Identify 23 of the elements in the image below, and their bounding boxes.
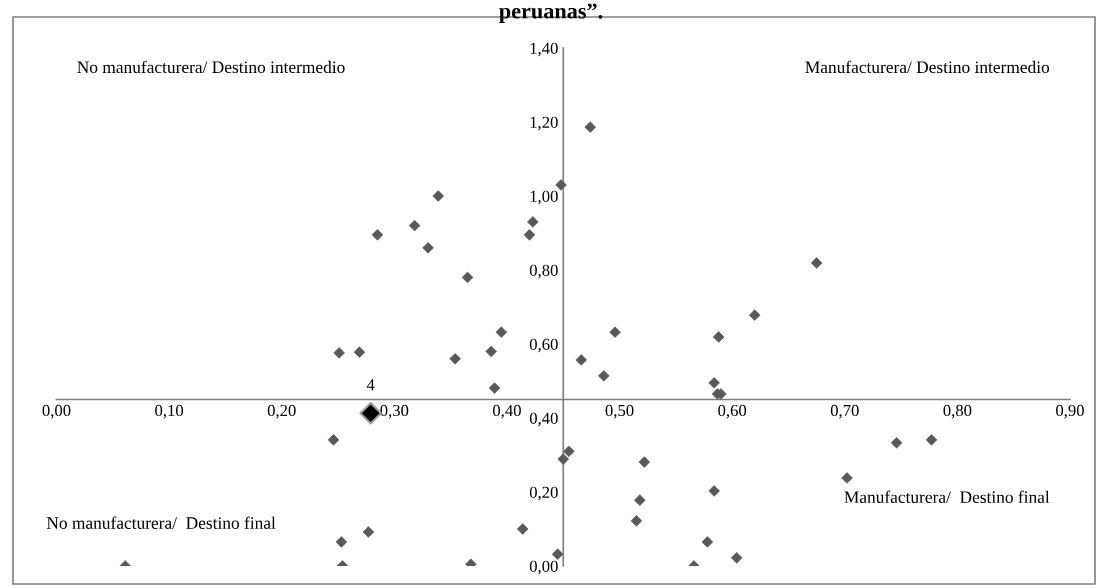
y-tick-label: 1,00 (530, 190, 558, 205)
x-tick-label: 0,40 (493, 404, 521, 419)
y-tick-label: 0,80 (529, 264, 558, 279)
annotation: 4 (366, 379, 375, 391)
x-tick-label: 0,60 (718, 404, 747, 419)
x-tick-label: 0,50 (605, 404, 634, 419)
annotation: Manufacturera/ Destino intermedio (805, 60, 1050, 74)
annotation: Manufacturera/ Destino final (844, 490, 1050, 504)
x-tick-label: 0,20 (267, 404, 296, 419)
x-tick-label: 0,90 (1056, 404, 1084, 419)
x-tick-label: 0,70 (830, 404, 859, 419)
annotation: No manufacturera/ Destino intermedio (77, 60, 345, 74)
x-tick-label: 0,80 (943, 404, 972, 419)
x-tick-label: 0,00 (42, 404, 71, 419)
y-tick-label: 0,20 (529, 486, 558, 501)
chart-title: peruanas”. (499, 3, 603, 24)
y-tick-label: 1,40 (530, 42, 558, 57)
y-tick-label: 0,00 (529, 560, 558, 575)
y-tick-label: 1,20 (530, 116, 558, 131)
y-tick-label: 0,60 (529, 338, 558, 353)
x-tick-label: 0,30 (380, 404, 409, 419)
annotation: No manufacturera/ Destino final (46, 516, 276, 529)
x-tick-label: 0,10 (155, 404, 184, 419)
